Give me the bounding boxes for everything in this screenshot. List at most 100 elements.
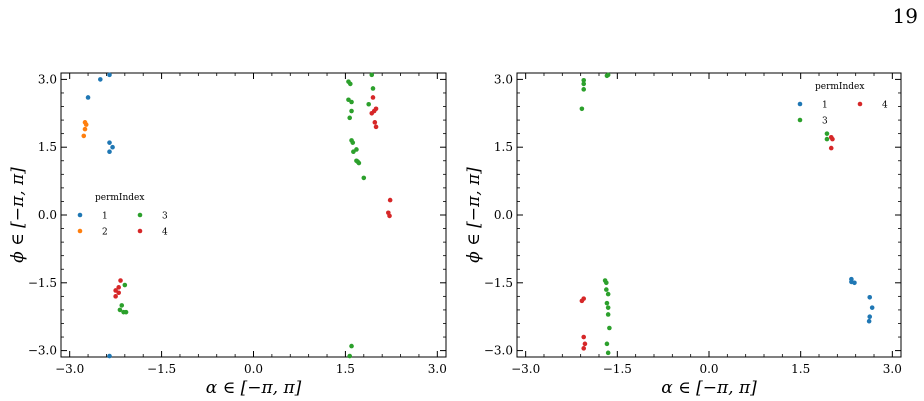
data-point-series-3 <box>370 86 376 91</box>
legend-label-1: 1 <box>102 212 108 222</box>
data-point-series-4 <box>118 278 123 283</box>
data-point-series-3 <box>579 106 585 112</box>
x-tick-label: −1.5 <box>603 362 632 376</box>
x-axis-label: α ∈ [−π, π] <box>206 378 302 398</box>
data-point-series-4 <box>369 110 375 116</box>
data-point-series-3 <box>581 78 587 83</box>
data-point-series-1 <box>107 72 112 78</box>
y-axis-label: ϕ ∈ [−π, π] <box>8 167 28 263</box>
y-tick-label: 0.0 <box>494 208 513 222</box>
data-point-series-1 <box>110 144 115 150</box>
data-point-series-3 <box>351 149 356 155</box>
data-point-series-3 <box>347 115 353 121</box>
x-tick-label: 0.0 <box>699 362 718 376</box>
data-point-series-1 <box>867 294 873 300</box>
data-point-series-3 <box>122 282 128 288</box>
data-point-series-3 <box>604 280 609 286</box>
x-tick-label: 1.5 <box>336 362 355 376</box>
data-point-series-1 <box>85 95 91 100</box>
data-point-series-3 <box>350 140 356 145</box>
data-point-series-4 <box>387 197 393 203</box>
data-point-series-3 <box>824 136 830 142</box>
data-point-series-4 <box>582 341 588 347</box>
data-point-series-3 <box>349 343 354 349</box>
data-point-series-3 <box>604 341 610 347</box>
data-point-series-3 <box>581 81 587 87</box>
data-point-series-3 <box>119 303 125 308</box>
data-point-series-3 <box>604 287 609 292</box>
legend-label-2: 2 <box>102 228 108 238</box>
x-tick-label: 3.0 <box>883 362 902 376</box>
left-scatter-panel: −3.0 −3.0 −1.5 −1.5 0.0 0.0 1.5 1.5 3.0 3.0 α ∈ [−… <box>8 72 447 398</box>
data-point-series-3 <box>605 291 611 297</box>
data-point-series-1 <box>107 140 112 145</box>
data-point-series-4 <box>581 334 587 340</box>
data-point-series-2 <box>82 126 88 132</box>
data-point-series-4 <box>581 346 587 351</box>
data-point-series-1 <box>849 279 854 285</box>
data-point-series-3 <box>607 325 612 331</box>
data-point-series-3 <box>349 99 354 105</box>
data-point-series-1 <box>869 305 875 310</box>
x-tick-label: −3.0 <box>511 362 540 376</box>
legend-marker-2 <box>77 228 83 234</box>
data-point-series-3 <box>361 175 367 181</box>
data-point-series-3 <box>117 307 123 313</box>
data-point-series-4 <box>387 213 392 219</box>
data-point-series-1 <box>866 318 872 324</box>
x-axis-label: α ∈ [−π, π] <box>661 378 757 398</box>
y-axis-label: ϕ ∈ [−π, π] <box>464 167 484 263</box>
data-point-series-4 <box>116 290 121 296</box>
data-point-series-3 <box>369 72 375 78</box>
y-tick-label: −1.5 <box>484 276 513 290</box>
legend-marker-3 <box>797 117 803 123</box>
page-number: 19 <box>892 4 918 28</box>
x-tick-label: 1.5 <box>791 362 810 376</box>
data-point-series-3 <box>347 353 353 359</box>
data-point-series-3 <box>604 300 610 306</box>
legend-label-1: 1 <box>822 101 828 111</box>
legend-label-3: 3 <box>162 212 168 222</box>
data-point-series-4 <box>372 120 378 125</box>
legend-marker-4 <box>137 228 143 234</box>
data-point-series-1 <box>98 77 103 82</box>
data-point-series-4 <box>370 95 376 100</box>
legend-marker-1 <box>797 101 803 107</box>
legend-label-4: 4 <box>882 101 888 111</box>
right-scatter-panel: −3.0 −3.0 −1.5 −1.5 0.0 0.0 1.5 1.5 3.0 3.0 α ∈ [−… <box>464 72 902 398</box>
y-tick-label: 0.0 <box>38 208 57 222</box>
x-tick-label: 3.0 <box>428 362 447 376</box>
data-point-series-3 <box>605 72 611 78</box>
y-tick-label: 3.0 <box>494 72 513 86</box>
data-point-series-3 <box>348 81 353 87</box>
data-point-series-3 <box>824 131 830 136</box>
x-tick-label: 0.0 <box>244 362 263 376</box>
legend-label-4: 4 <box>162 228 168 238</box>
data-point-series-4 <box>373 124 379 130</box>
legend-marker-4 <box>857 101 863 107</box>
data-point-series-4 <box>830 136 835 142</box>
data-point-series-2 <box>81 133 87 139</box>
legend-label-3: 3 <box>822 117 828 127</box>
y-tick-label: −1.5 <box>28 276 57 290</box>
data-point-series-3 <box>605 305 611 310</box>
data-point-series-1 <box>107 353 112 359</box>
y-tick-label: −3.0 <box>484 344 513 358</box>
x-tick-label: −1.5 <box>147 362 176 376</box>
data-point-series-4 <box>579 298 585 304</box>
y-tick-label: 1.5 <box>38 140 57 154</box>
data-point-series-3 <box>123 309 129 315</box>
data-point-series-3 <box>366 101 371 107</box>
data-point-series-4 <box>116 285 121 290</box>
y-tick-label: 3.0 <box>38 72 57 86</box>
data-point-series-4 <box>113 294 118 299</box>
data-point-series-3 <box>349 108 354 114</box>
data-point-series-4 <box>828 145 834 151</box>
legend-marker-1 <box>77 212 83 218</box>
data-point-series-1 <box>867 314 873 320</box>
data-point-series-3 <box>605 312 611 317</box>
y-tick-label: 1.5 <box>494 140 513 154</box>
x-tick-label: −3.0 <box>55 362 84 376</box>
data-point-series-3 <box>605 350 611 356</box>
